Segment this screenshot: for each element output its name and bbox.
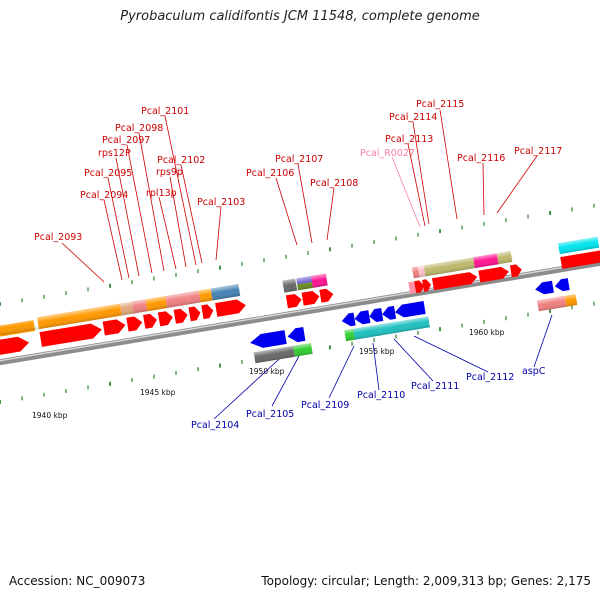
accession-text: Accession: NC_009073	[9, 574, 146, 588]
gene-label-pcal2112[interactable]: Pcal_2112	[466, 372, 514, 383]
scale-label-1950: 1950 kbp	[249, 367, 285, 376]
upper-gene-labels: Pcal_2093 Pcal_2094 Pcal_2095 rps12P Pca…	[34, 99, 562, 243]
gene-label-pcal2102[interactable]: Pcal_2102	[157, 155, 205, 166]
lower-gene-labels: Pcal_2104 Pcal_2105 Pcal_2109 Pcal_2110 …	[191, 366, 546, 431]
gene-label-pcal2116[interactable]: Pcal_2116	[457, 153, 505, 164]
gene-label-rps12p[interactable]: rps12P	[98, 148, 131, 159]
gene-label-pcal2113[interactable]: Pcal_2113	[385, 134, 433, 145]
gene-label-rps9p[interactable]: rps9p	[156, 167, 183, 178]
gene-label-pcal2103[interactable]: Pcal_2103	[197, 197, 245, 208]
gene-label-pcal2093[interactable]: Pcal_2093	[34, 232, 82, 243]
gene-label-pcal2109[interactable]: Pcal_2109	[301, 400, 349, 411]
gene-label-pcal2095[interactable]: Pcal_2095	[84, 168, 132, 179]
gene-label-pcal2107[interactable]: Pcal_2107	[275, 154, 323, 165]
gene-label-aspc[interactable]: aspC	[522, 366, 546, 377]
scale-label-1940: 1940 kbp	[32, 411, 68, 420]
scale-label-1960: 1960 kbp	[469, 328, 505, 337]
left-arrow-track	[0, 299, 246, 357]
lower-tick-row	[0, 301, 595, 404]
gene-label-pcal2094[interactable]: Pcal_2094	[80, 190, 128, 201]
gene-label-pcal2111[interactable]: Pcal_2111	[411, 381, 459, 392]
genome-summary-text: Topology: circular; Length: 2,009,313 bp…	[261, 574, 591, 588]
upper-tick-row	[0, 203, 595, 306]
gene-label-pcal2117[interactable]: Pcal_2117	[514, 146, 562, 157]
leader-lines	[61, 109, 553, 420]
gene-label-pcal2108[interactable]: Pcal_2108	[310, 178, 358, 189]
gene-label-pcal-r0027[interactable]: Pcal_R0027	[360, 148, 415, 159]
scale-labels: 1940 kbp 1945 kbp 1950 kbp 1955 kbp 1960…	[32, 328, 505, 420]
gene-label-pcal2097[interactable]: Pcal_2097	[102, 135, 150, 146]
map-title: Pyrobaculum calidifontis JCM 11548, comp…	[120, 9, 480, 24]
gene-label-pcal2115[interactable]: Pcal_2115	[416, 99, 464, 110]
gene-label-pcal2101[interactable]: Pcal_2101	[141, 106, 189, 117]
scale-label-1955: 1955 kbp	[359, 347, 395, 356]
gene-label-pcal2110[interactable]: Pcal_2110	[357, 390, 405, 401]
gene-label-pcal2104[interactable]: Pcal_2104	[191, 420, 239, 431]
gene-label-rpl13p[interactable]: rpl13p	[146, 188, 177, 199]
feature-tracks	[0, 236, 600, 364]
scale-label-1945: 1945 kbp	[140, 388, 176, 397]
gene-label-pcal2105[interactable]: Pcal_2105	[246, 409, 294, 420]
gene-label-pcal2106[interactable]: Pcal_2106	[246, 168, 294, 179]
gene-label-pcal2098[interactable]: Pcal_2098	[115, 123, 163, 134]
gene-label-pcal2114[interactable]: Pcal_2114	[389, 112, 437, 123]
